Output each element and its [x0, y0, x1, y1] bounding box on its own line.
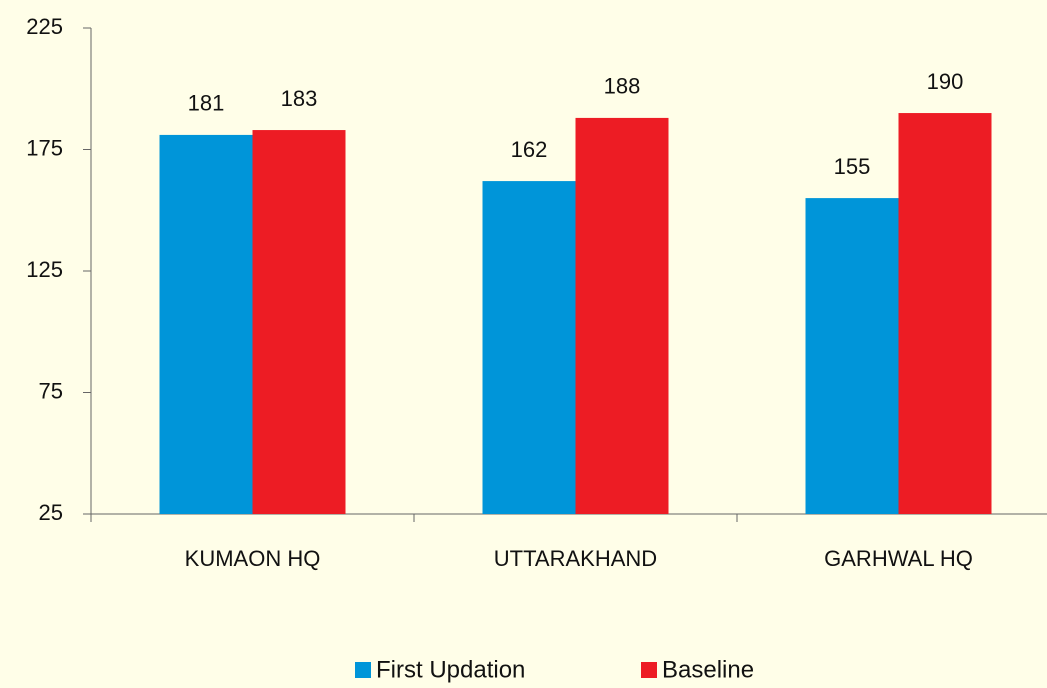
data-label: 190	[927, 69, 964, 94]
y-tick-label: 125	[26, 257, 63, 282]
bar	[898, 113, 992, 515]
bar	[252, 130, 346, 514]
bar	[575, 117, 669, 514]
data-label: 183	[281, 86, 318, 111]
data-label: 188	[604, 74, 641, 99]
x-tick-label: GARHWAL HQ	[824, 546, 973, 571]
legend-swatch	[355, 662, 371, 678]
legend-label: Baseline	[662, 656, 754, 683]
bar	[482, 181, 576, 514]
legend-swatch	[641, 662, 657, 678]
x-tick-label: UTTARAKHAND	[494, 546, 657, 571]
x-tick-label: KUMAON HQ	[185, 546, 321, 571]
y-tick-label: 25	[39, 500, 63, 525]
bar	[805, 198, 899, 514]
data-label: 155	[834, 154, 871, 179]
data-label: 181	[188, 91, 225, 116]
y-tick-label: 225	[26, 14, 63, 39]
bar	[159, 134, 253, 515]
y-tick-label: 75	[39, 378, 63, 403]
legend-label: First Updation	[376, 656, 525, 683]
data-label: 162	[511, 137, 548, 162]
y-tick-label: 175	[26, 135, 63, 160]
